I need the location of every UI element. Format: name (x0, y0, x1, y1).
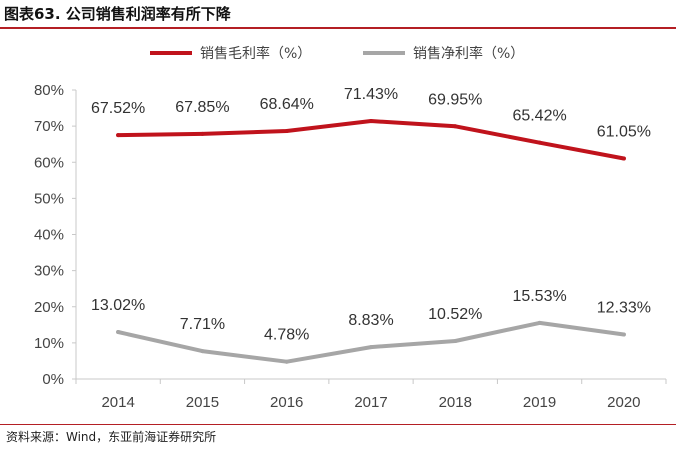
data-point (116, 329, 121, 334)
data-point (369, 118, 373, 123)
data-point (621, 332, 626, 337)
series-2: 13.02% 7.71% 4.78% 8.83% 10.52% 15.53% 12.33% (91, 288, 651, 364)
chart-legend: 销售毛利率（%） 销售净利率（%） (150, 45, 524, 62)
chart-series: 67.52% 67.85% 68.64% 71.43% 69.95% 65.42% 61.0… (91, 86, 651, 364)
title-divider (0, 27, 676, 29)
y-tick-label: 10% (34, 335, 64, 352)
data-label: 68.64% (260, 96, 314, 113)
y-tick-label: 30% (34, 263, 64, 280)
data-point (621, 156, 626, 161)
y-tick-label: 70% (34, 118, 64, 135)
y-tick-label: 80% (34, 82, 64, 99)
data-point (284, 129, 289, 134)
y-tick-label: 20% (34, 299, 64, 316)
data-point (537, 140, 542, 145)
data-label: 15.53% (512, 288, 566, 305)
x-tick-label: 2016 (270, 394, 303, 411)
chart-axes: 0% 10% 20% 30% 40% 50% 60% 70% 80% 2014 2015 2016 20… (34, 82, 667, 411)
source-note: 资料来源：Wind，东亚前海证券研究所 (6, 430, 217, 444)
data-label: 12.33% (597, 299, 651, 316)
data-label: 10.52% (428, 306, 482, 323)
data-point (284, 359, 289, 364)
data-label: 67.85% (175, 99, 229, 116)
legend-label: 销售毛利率（%） (200, 45, 311, 62)
data-point (200, 349, 205, 354)
x-tick-label: 2018 (439, 394, 472, 411)
x-tick-label: 2015 (186, 394, 219, 411)
data-point (453, 338, 458, 343)
source-divider (0, 424, 676, 425)
series-line (116, 119, 626, 161)
x-tick-label: 2017 (354, 394, 387, 411)
data-label: 71.43% (344, 86, 398, 103)
series-1: 67.52% 67.85% 68.64% 71.43% 69.95% 65.42% 61.0… (91, 86, 651, 161)
y-tick-label: 40% (34, 227, 64, 244)
legend-label: 销售净利率（%） (413, 45, 524, 62)
data-point (369, 345, 373, 350)
data-point (200, 131, 205, 136)
y-tick-label: 60% (34, 154, 64, 171)
data-label: 69.95% (428, 91, 482, 108)
y-tick-label: 50% (34, 190, 64, 207)
data-point (116, 133, 121, 138)
data-label: 8.83% (348, 312, 393, 329)
y-tick-label: 0% (42, 371, 64, 388)
figure-title: 图表63. 公司销售利润率有所下降 (4, 5, 231, 23)
x-tick-label: 2020 (607, 394, 640, 411)
data-label: 4.78% (264, 327, 309, 344)
data-label: 13.02% (91, 297, 145, 314)
data-point (537, 320, 542, 325)
data-label: 65.42% (512, 108, 566, 125)
data-label: 61.05% (597, 123, 651, 140)
x-tick-label: 2014 (101, 394, 134, 411)
data-point (453, 124, 458, 129)
x-tick-label: 2019 (523, 394, 556, 411)
data-label: 7.71% (180, 316, 225, 333)
data-label: 67.52% (91, 100, 145, 117)
